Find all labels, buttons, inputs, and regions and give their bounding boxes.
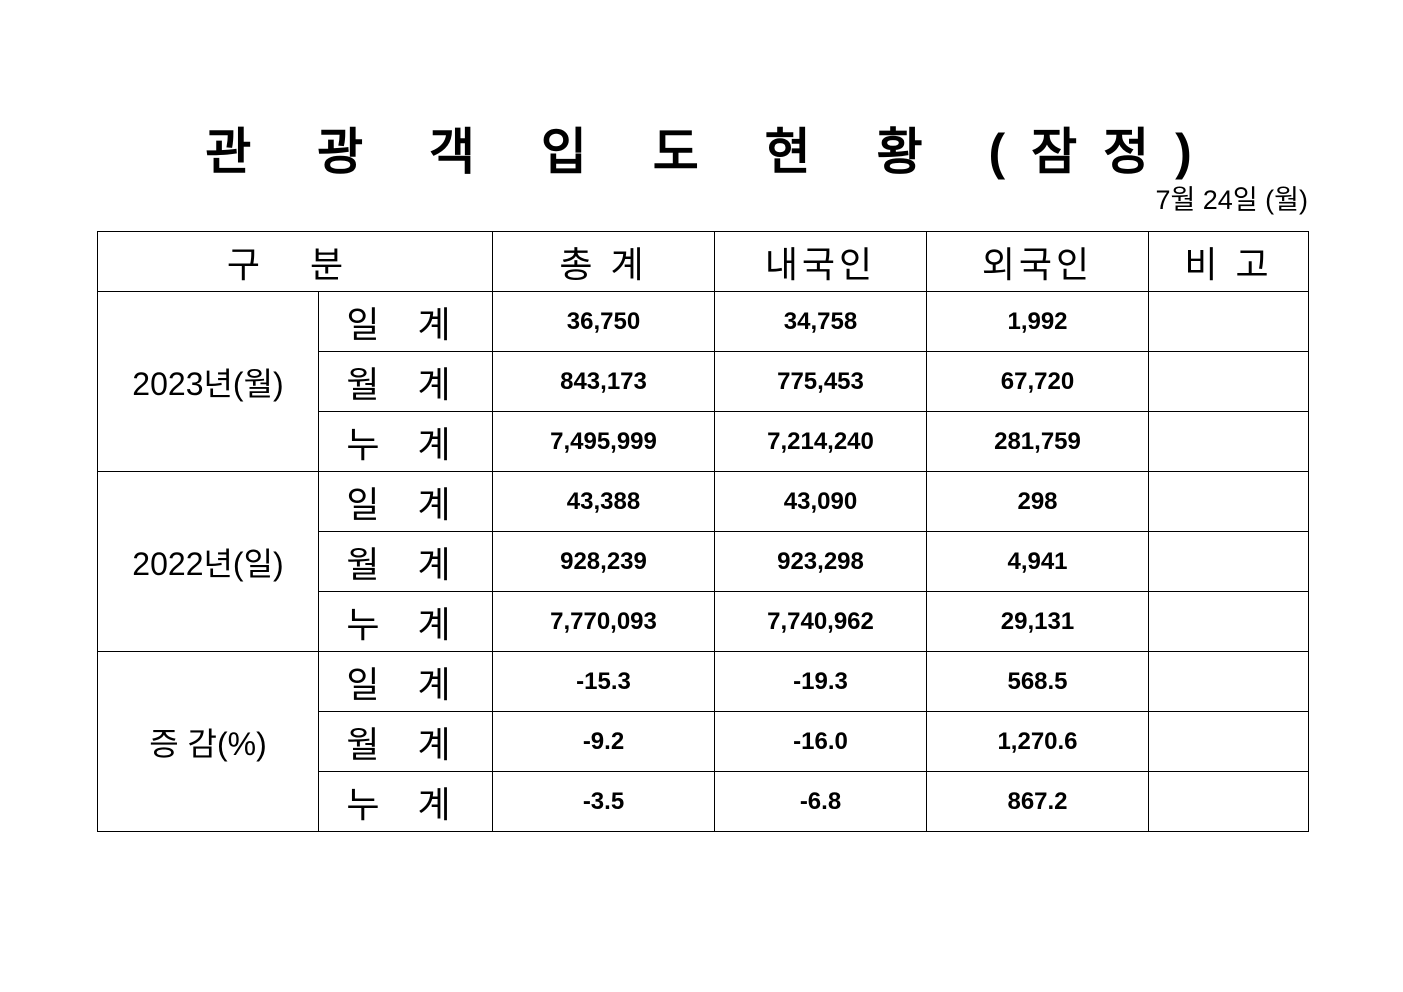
note-cell xyxy=(1148,351,1309,412)
table-row: 2023년(월) 일 계 36,750 34,758 1,992 xyxy=(97,291,1309,472)
foreign-cell: 1,270.6 xyxy=(926,711,1149,772)
header-category: 구 분 xyxy=(97,231,493,292)
foreign-cell: 67,720 xyxy=(926,351,1149,412)
row-label: 누 계 xyxy=(318,771,493,832)
note-cell xyxy=(1148,771,1309,832)
table-row: 월 계 -9.2 -16.0 1,270.6 xyxy=(98,711,1309,772)
row-label: 일 계 xyxy=(318,291,493,352)
domestic-cell: -19.3 xyxy=(714,651,927,712)
total-cell: 43,388 xyxy=(492,471,715,532)
foreign-cell: 29,131 xyxy=(926,591,1149,652)
domestic-cell: 923,298 xyxy=(714,531,927,592)
domestic-cell: -6.8 xyxy=(714,771,927,832)
domestic-cell: -16.0 xyxy=(714,711,927,772)
header-foreign: 외국인 xyxy=(926,231,1149,292)
total-cell: 7,770,093 xyxy=(492,591,715,652)
note-cell xyxy=(1148,651,1309,712)
table-row: 누 계 7,495,999 7,214,240 281,759 xyxy=(98,411,1309,472)
table-row: 증 감(%) 일 계 -15.3 -19.3 568.5 xyxy=(97,651,1309,832)
group-label: 증 감(%) xyxy=(97,651,319,832)
row-label: 누 계 xyxy=(318,411,493,472)
row-label: 월 계 xyxy=(318,711,493,772)
foreign-cell: 281,759 xyxy=(926,411,1149,472)
foreign-cell: 298 xyxy=(926,471,1149,532)
note-cell xyxy=(1148,711,1309,772)
domestic-cell: 34,758 xyxy=(714,291,927,352)
foreign-cell: 1,992 xyxy=(926,291,1149,352)
group-label: 2022년(일) xyxy=(97,471,319,652)
total-cell: -15.3 xyxy=(492,651,715,712)
note-cell xyxy=(1148,471,1309,532)
note-cell xyxy=(1148,411,1309,472)
header-note: 비 고 xyxy=(1148,231,1309,292)
note-cell xyxy=(1148,531,1309,592)
table-row: 누 계 -3.5 -6.8 867.2 xyxy=(98,771,1309,832)
row-label: 누 계 xyxy=(318,591,493,652)
domestic-cell: 7,214,240 xyxy=(714,411,927,472)
row-label: 일 계 xyxy=(318,471,493,532)
total-cell: -3.5 xyxy=(492,771,715,832)
header-total: 총 계 xyxy=(492,231,715,292)
note-cell xyxy=(1148,591,1309,652)
row-label: 월 계 xyxy=(318,351,493,412)
tourist-arrivals-table: 구 분 총 계 내국인 외국인 비 고 2023년(월) 일 계 36,750 34,… xyxy=(97,231,1309,832)
table-row: 2022년(일) 일 계 43,388 43,090 298 xyxy=(97,471,1309,652)
group-label: 2023년(월) xyxy=(97,291,319,472)
header-row: 구 분 총 계 내국인 외국인 비 고 xyxy=(97,231,1309,292)
foreign-cell: 867.2 xyxy=(926,771,1149,832)
total-cell: 7,495,999 xyxy=(492,411,715,472)
foreign-cell: 4,941 xyxy=(926,531,1149,592)
page-title: 관 광 객 입 도 현 황 (잠정) xyxy=(205,124,1218,180)
foreign-cell: 568.5 xyxy=(926,651,1149,712)
total-cell: -9.2 xyxy=(492,711,715,772)
header-domestic: 내국인 xyxy=(714,231,927,292)
total-cell: 843,173 xyxy=(492,351,715,412)
row-label: 일 계 xyxy=(318,651,493,712)
table-row: 월 계 928,239 923,298 4,941 xyxy=(98,531,1309,592)
note-cell xyxy=(1148,291,1309,352)
row-label: 월 계 xyxy=(318,531,493,592)
total-cell: 928,239 xyxy=(492,531,715,592)
table-row: 누 계 7,770,093 7,740,962 29,131 xyxy=(98,591,1309,652)
domestic-cell: 7,740,962 xyxy=(714,591,927,652)
total-cell: 36,750 xyxy=(492,291,715,352)
domestic-cell: 43,090 xyxy=(714,471,927,532)
report-date: 7월 24일 (월) xyxy=(1155,185,1308,215)
domestic-cell: 775,453 xyxy=(714,351,927,412)
